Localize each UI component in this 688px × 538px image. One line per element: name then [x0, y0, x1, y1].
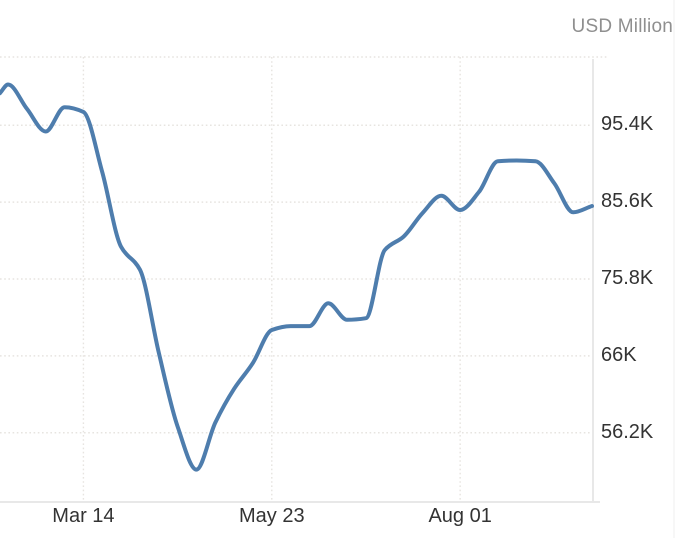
y-tick-label: 75.8K	[601, 267, 654, 289]
y-tick-label: 66K	[601, 343, 637, 366]
series-line	[0, 82, 594, 472]
y-tick-label: 95.4K	[601, 113, 654, 136]
x-tick-label: May 23	[238, 505, 305, 527]
unit-label: USD Million	[571, 16, 673, 37]
x-tick-label: Mar 14	[52, 505, 115, 527]
y-tick-label: 85.6K	[601, 190, 654, 213]
x-tick-label: Aug 01	[428, 505, 492, 527]
y-tick-label: 56.2K	[601, 420, 654, 443]
